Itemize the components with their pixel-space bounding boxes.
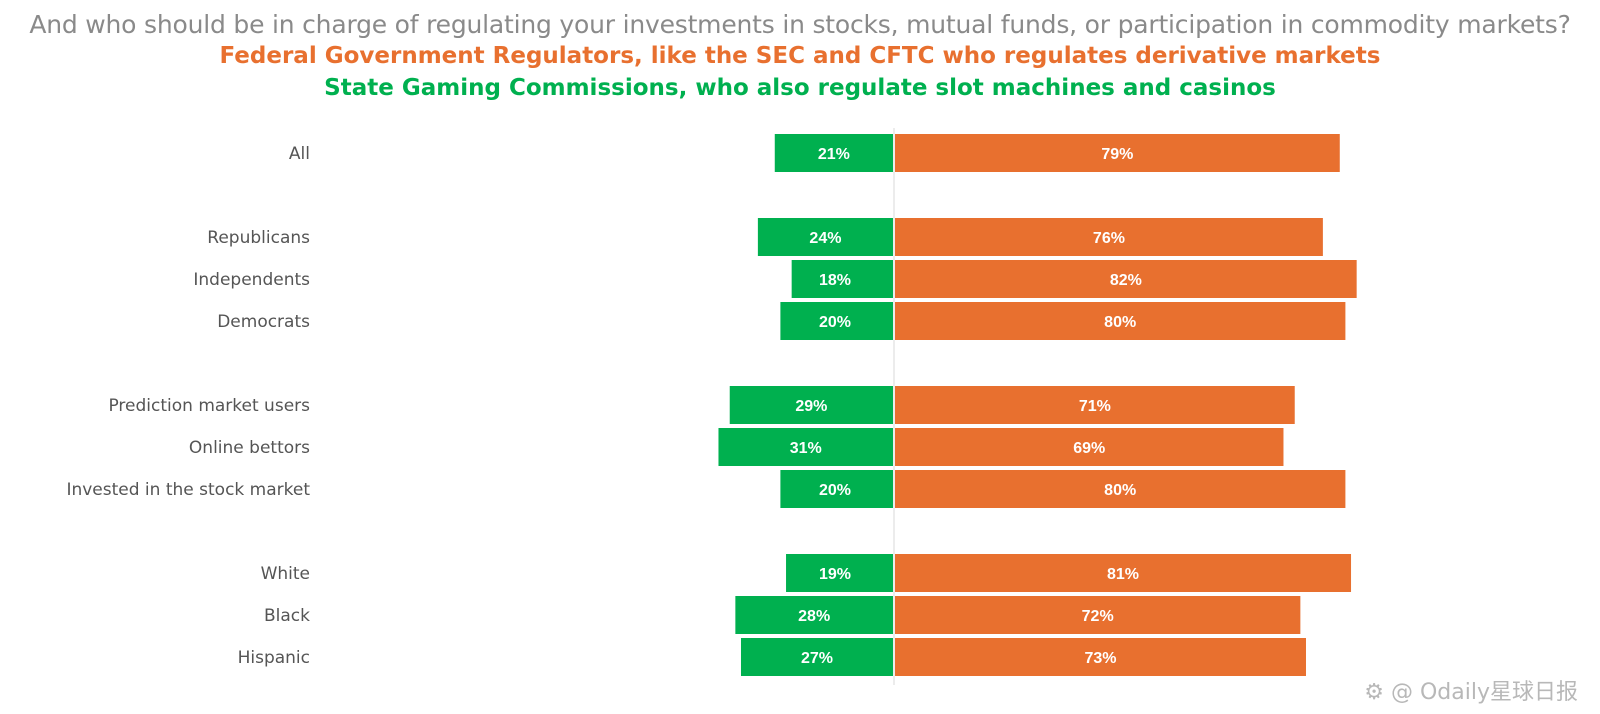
category-label: Invested in the stock market (66, 480, 310, 500)
data-label-state-gaming: 27% (801, 650, 833, 667)
category-label: All (289, 144, 310, 164)
bar-state-gaming (780, 302, 893, 340)
category-label: Hispanic (238, 648, 310, 668)
bar-federal-regulators (895, 386, 1295, 424)
data-label-state-gaming: 24% (809, 230, 841, 247)
data-label-federal-regulators: 82% (1110, 272, 1142, 289)
bar-federal-regulators (895, 554, 1352, 592)
data-label-state-gaming: 21% (818, 146, 850, 163)
category-label: Black (264, 606, 310, 626)
bar-federal-regulators (895, 134, 1340, 172)
watermark: ⚙ @ Odaily星球日报 (1364, 680, 1578, 705)
legend-federal-regulators: Federal Government Regulators, like the … (219, 43, 1381, 69)
bar-state-gaming (718, 428, 893, 466)
data-label-federal-regulators: 71% (1079, 398, 1111, 415)
category-label: White (261, 564, 310, 584)
category-label: Republicans (207, 228, 310, 248)
data-label-state-gaming: 31% (790, 440, 822, 457)
data-label-federal-regulators: 80% (1104, 482, 1136, 499)
bar-state-gaming (735, 596, 893, 634)
legend-state-gaming-commissions: State Gaming Commissions, who also regul… (324, 75, 1276, 101)
category-label: Democrats (217, 312, 310, 332)
bar-state-gaming (729, 386, 893, 424)
data-label-state-gaming: 20% (819, 482, 851, 499)
bar-state-gaming (774, 134, 893, 172)
chart-title: And who should be in charge of regulatin… (29, 10, 1571, 39)
category-label: Online bettors (189, 438, 310, 458)
data-label-federal-regulators: 69% (1073, 440, 1105, 457)
bar-state-gaming (780, 470, 893, 508)
data-label-state-gaming: 18% (819, 272, 851, 289)
category-label: Independents (193, 270, 310, 290)
bar-federal-regulators (895, 596, 1301, 634)
data-label-federal-regulators: 72% (1082, 608, 1114, 625)
bar-federal-regulators (895, 260, 1357, 298)
data-label-state-gaming: 19% (819, 566, 851, 583)
data-label-federal-regulators: 76% (1093, 230, 1125, 247)
bar-federal-regulators (895, 470, 1346, 508)
category-label: Prediction market users (108, 396, 310, 416)
bar-federal-regulators (895, 218, 1323, 256)
bar-state-gaming (757, 218, 893, 256)
data-label-federal-regulators: 81% (1107, 566, 1139, 583)
data-label-federal-regulators: 80% (1104, 314, 1136, 331)
data-label-state-gaming: 29% (795, 398, 827, 415)
bar-federal-regulators (895, 638, 1306, 676)
bar-federal-regulators (895, 428, 1284, 466)
bar-state-gaming (740, 638, 893, 676)
data-label-federal-regulators: 79% (1101, 146, 1133, 163)
bar-state-gaming (786, 554, 893, 592)
data-label-state-gaming: 20% (819, 314, 851, 331)
data-label-state-gaming: 28% (798, 608, 830, 625)
bar-federal-regulators (895, 302, 1346, 340)
data-label-federal-regulators: 73% (1084, 650, 1116, 667)
bar-state-gaming (791, 260, 893, 298)
